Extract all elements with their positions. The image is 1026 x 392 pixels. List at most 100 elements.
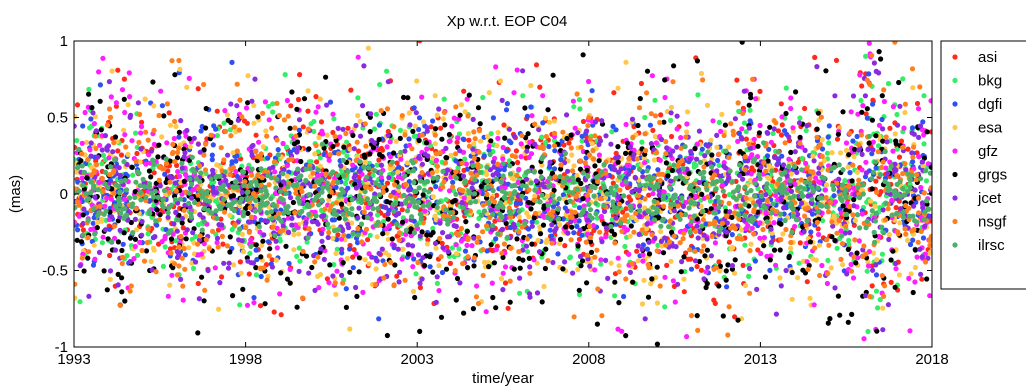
data-point	[518, 154, 524, 160]
data-point	[531, 215, 537, 221]
data-point	[125, 102, 131, 108]
data-point	[326, 280, 332, 286]
data-point	[490, 115, 496, 121]
data-point	[502, 264, 509, 270]
data-point	[107, 268, 114, 274]
data-point	[577, 227, 583, 233]
data-point	[113, 100, 119, 106]
data-point	[502, 185, 508, 191]
data-point	[225, 117, 231, 123]
data-point	[747, 107, 753, 113]
data-point	[795, 211, 801, 217]
data-point	[107, 209, 113, 215]
data-point	[621, 293, 627, 300]
data-point	[859, 83, 865, 89]
data-point	[640, 242, 646, 248]
data-point	[460, 136, 466, 142]
data-point	[568, 219, 574, 225]
data-point	[494, 143, 500, 149]
data-point	[668, 110, 674, 116]
data-point	[910, 154, 916, 160]
data-point	[347, 326, 353, 332]
data-point	[341, 144, 347, 150]
data-point	[688, 313, 695, 319]
data-point	[885, 302, 892, 308]
data-point	[815, 226, 821, 232]
data-point	[633, 186, 639, 192]
data-point	[846, 237, 852, 243]
data-point	[824, 280, 831, 287]
series-nsgf	[74, 41, 932, 338]
data-point	[464, 228, 470, 234]
data-point	[354, 240, 361, 246]
data-point	[851, 153, 857, 160]
data-point	[771, 220, 777, 226]
data-point	[840, 109, 846, 115]
data-point	[795, 275, 801, 281]
data-point	[353, 251, 359, 257]
data-point	[294, 253, 300, 259]
data-point	[576, 287, 582, 293]
data-point	[638, 80, 645, 87]
data-point	[857, 72, 863, 78]
data-point	[683, 199, 689, 206]
data-point	[195, 222, 201, 228]
data-point	[527, 264, 533, 270]
data-point	[902, 226, 908, 232]
data-point	[668, 104, 675, 110]
data-point	[881, 98, 888, 105]
data-point	[817, 272, 823, 279]
data-point	[589, 88, 595, 94]
data-point	[110, 149, 116, 155]
data-point	[323, 74, 329, 80]
data-point	[771, 126, 777, 132]
data-point	[154, 207, 160, 213]
data-point	[513, 148, 520, 154]
data-point	[810, 153, 816, 159]
data-point	[142, 188, 148, 194]
data-point	[702, 153, 708, 159]
data-point	[74, 137, 80, 144]
data-point	[855, 111, 861, 117]
data-point	[434, 274, 440, 280]
data-point	[788, 188, 795, 194]
data-point	[151, 127, 157, 133]
data-point	[439, 136, 445, 142]
data-point	[749, 225, 755, 231]
data-point	[133, 130, 139, 136]
data-point	[770, 179, 776, 185]
data-point	[261, 232, 267, 238]
data-point	[133, 158, 139, 164]
data-point	[237, 259, 243, 265]
data-point	[736, 108, 742, 114]
data-point	[670, 148, 676, 154]
data-point	[668, 178, 674, 184]
data-point	[619, 328, 625, 334]
data-point	[914, 254, 920, 260]
data-point	[393, 138, 399, 144]
data-point	[567, 254, 574, 260]
data-point	[576, 97, 583, 103]
data-point	[96, 69, 102, 75]
data-point	[897, 103, 903, 109]
data-point	[419, 229, 425, 235]
data-point	[611, 90, 617, 96]
data-point	[410, 264, 416, 270]
data-point	[483, 309, 489, 315]
data-point	[338, 201, 345, 207]
data-point	[520, 247, 526, 253]
data-point	[768, 239, 775, 245]
data-point	[86, 86, 92, 92]
data-point	[92, 194, 98, 200]
data-point	[296, 127, 302, 133]
data-point	[723, 277, 729, 283]
data-point	[642, 160, 648, 166]
data-point	[694, 313, 700, 319]
data-point	[630, 279, 636, 285]
data-point	[913, 199, 919, 205]
data-point	[367, 232, 373, 238]
data-point	[89, 105, 95, 111]
data-point	[875, 143, 882, 149]
data-point	[432, 93, 438, 99]
data-point	[165, 293, 171, 299]
